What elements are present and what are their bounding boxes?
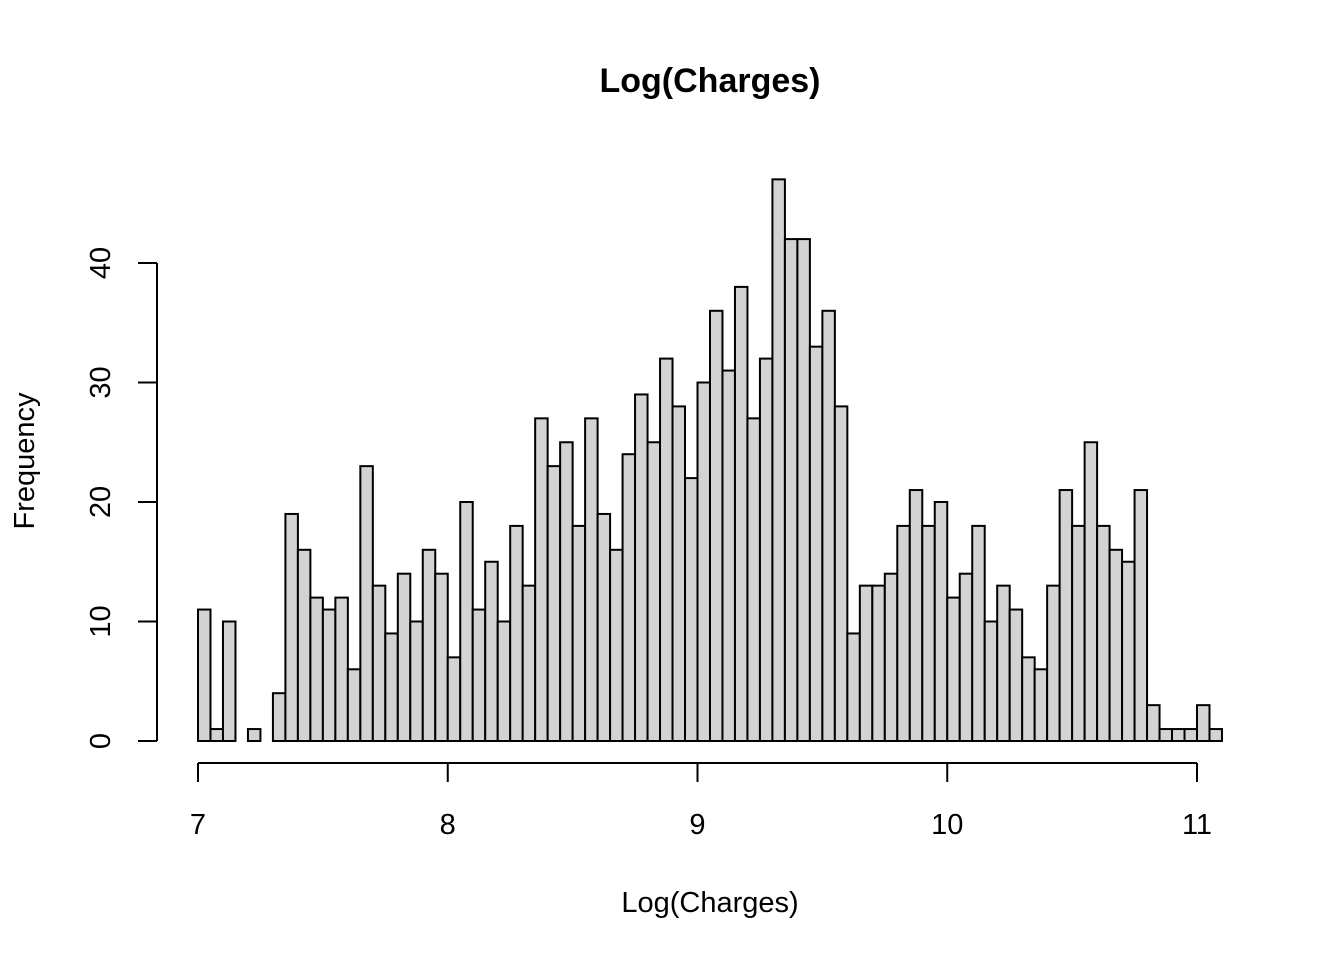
- histogram-bar: [946, 596, 961, 742]
- chart-title: Log(Charges): [600, 62, 821, 100]
- histogram-bar: [1121, 560, 1136, 742]
- histogram-bar: [534, 417, 549, 742]
- y-tick-label: 20: [85, 486, 117, 518]
- histogram-bar: [846, 632, 861, 743]
- histogram-bar: [808, 345, 824, 742]
- histogram-bar: [559, 441, 574, 742]
- histogram-bar: [908, 489, 924, 742]
- x-tick-label: 9: [689, 809, 705, 841]
- bars-group: [197, 178, 1223, 743]
- histogram-bar: [1096, 524, 1111, 743]
- histogram-bar: [833, 405, 849, 742]
- histogram-bar: [684, 477, 699, 742]
- x-axis-label: Log(Charges): [621, 887, 798, 919]
- histogram-bar: [1071, 524, 1086, 743]
- histogram-bar: [1146, 704, 1161, 743]
- histogram-bar: [609, 548, 624, 742]
- histogram-bar: [1021, 656, 1036, 742]
- histogram-bar: [197, 608, 212, 742]
- histogram-bar: [634, 393, 649, 742]
- y-tick-label: 10: [85, 605, 117, 637]
- histogram-bar: [396, 572, 412, 743]
- histogram-bar: [471, 608, 487, 742]
- histogram-bar: [796, 238, 811, 742]
- histogram-bar: [1108, 548, 1124, 742]
- histogram-bar: [296, 548, 312, 742]
- y-axis-label: Frequency: [9, 392, 41, 530]
- histogram-bar: [783, 238, 799, 742]
- histogram-bar: [334, 596, 349, 742]
- histogram-bar: [659, 357, 674, 742]
- histogram-bar: [883, 572, 899, 743]
- histogram-bar: [958, 572, 974, 743]
- histogram-bar: [933, 501, 949, 742]
- histogram-bar: [1196, 704, 1211, 743]
- histogram-bar: [971, 524, 986, 743]
- y-tick-label: 0: [85, 733, 117, 749]
- histogram-bar: [271, 692, 287, 743]
- histogram-bar: [896, 524, 911, 743]
- histogram-bar: [646, 441, 662, 742]
- histogram-bar: [771, 178, 786, 743]
- histogram-bar: [1033, 668, 1049, 742]
- histogram-bar: [409, 620, 424, 742]
- y-axis: 0 10 20 30 40: [85, 247, 158, 749]
- histogram-bar: [733, 285, 749, 742]
- histogram-bar: [1083, 441, 1099, 742]
- histogram-bar: [758, 357, 774, 742]
- histogram-bar: [321, 608, 337, 742]
- histogram-bar: [1046, 584, 1061, 743]
- histogram-bar: [459, 501, 474, 742]
- histogram-bar: [371, 584, 387, 743]
- histogram-bar: [1208, 728, 1223, 742]
- histogram-bar: [221, 620, 237, 742]
- histogram-bar: [1008, 608, 1024, 742]
- histogram-bar: [496, 620, 512, 742]
- histogram-bar: [384, 632, 399, 743]
- histogram-bar: [1183, 728, 1198, 742]
- histogram-bar: [571, 524, 587, 743]
- histogram-bar: [696, 381, 711, 742]
- histogram-bar: [346, 668, 362, 742]
- histogram-bar: [284, 512, 299, 743]
- x-tick-label: 7: [190, 809, 206, 841]
- histogram-bar: [746, 417, 761, 742]
- histogram-bar: [484, 560, 499, 742]
- histogram-bar: [621, 453, 637, 742]
- histogram-bar: [871, 584, 886, 743]
- histogram-bar: [446, 656, 462, 742]
- histogram-bar: [996, 584, 1011, 743]
- x-axis: 7 8 9 10 11: [190, 762, 1212, 841]
- histogram-bar: [671, 405, 687, 742]
- histogram-bar: [521, 584, 537, 743]
- x-tick-label: 8: [440, 809, 456, 841]
- histogram-bar: [359, 465, 374, 742]
- histogram-bar: [546, 465, 562, 742]
- histogram-bar: [421, 548, 437, 742]
- histogram-bar: [1171, 728, 1186, 742]
- histogram-bar: [434, 572, 449, 743]
- histogram-bar: [1158, 728, 1174, 742]
- histogram-bar: [509, 524, 524, 743]
- y-tick-label: 40: [85, 247, 117, 279]
- histogram-bar: [246, 728, 262, 742]
- x-tick-label: 11: [1182, 809, 1212, 841]
- histogram-bar: [209, 728, 224, 742]
- y-tick-label: 30: [85, 366, 117, 398]
- histogram-bar: [584, 417, 599, 742]
- x-tick-label: 10: [931, 809, 963, 841]
- histogram-bar: [309, 596, 324, 742]
- histogram-bar: [858, 584, 874, 743]
- histogram-bar: [921, 524, 936, 743]
- histogram-bar: [1058, 489, 1074, 742]
- histogram-bar: [708, 309, 724, 742]
- histogram-bar: [821, 309, 836, 742]
- histogram-bar: [596, 512, 612, 743]
- histogram-bar: [983, 620, 999, 742]
- histogram-bar: [721, 369, 736, 742]
- histogram-bar: [1133, 489, 1149, 742]
